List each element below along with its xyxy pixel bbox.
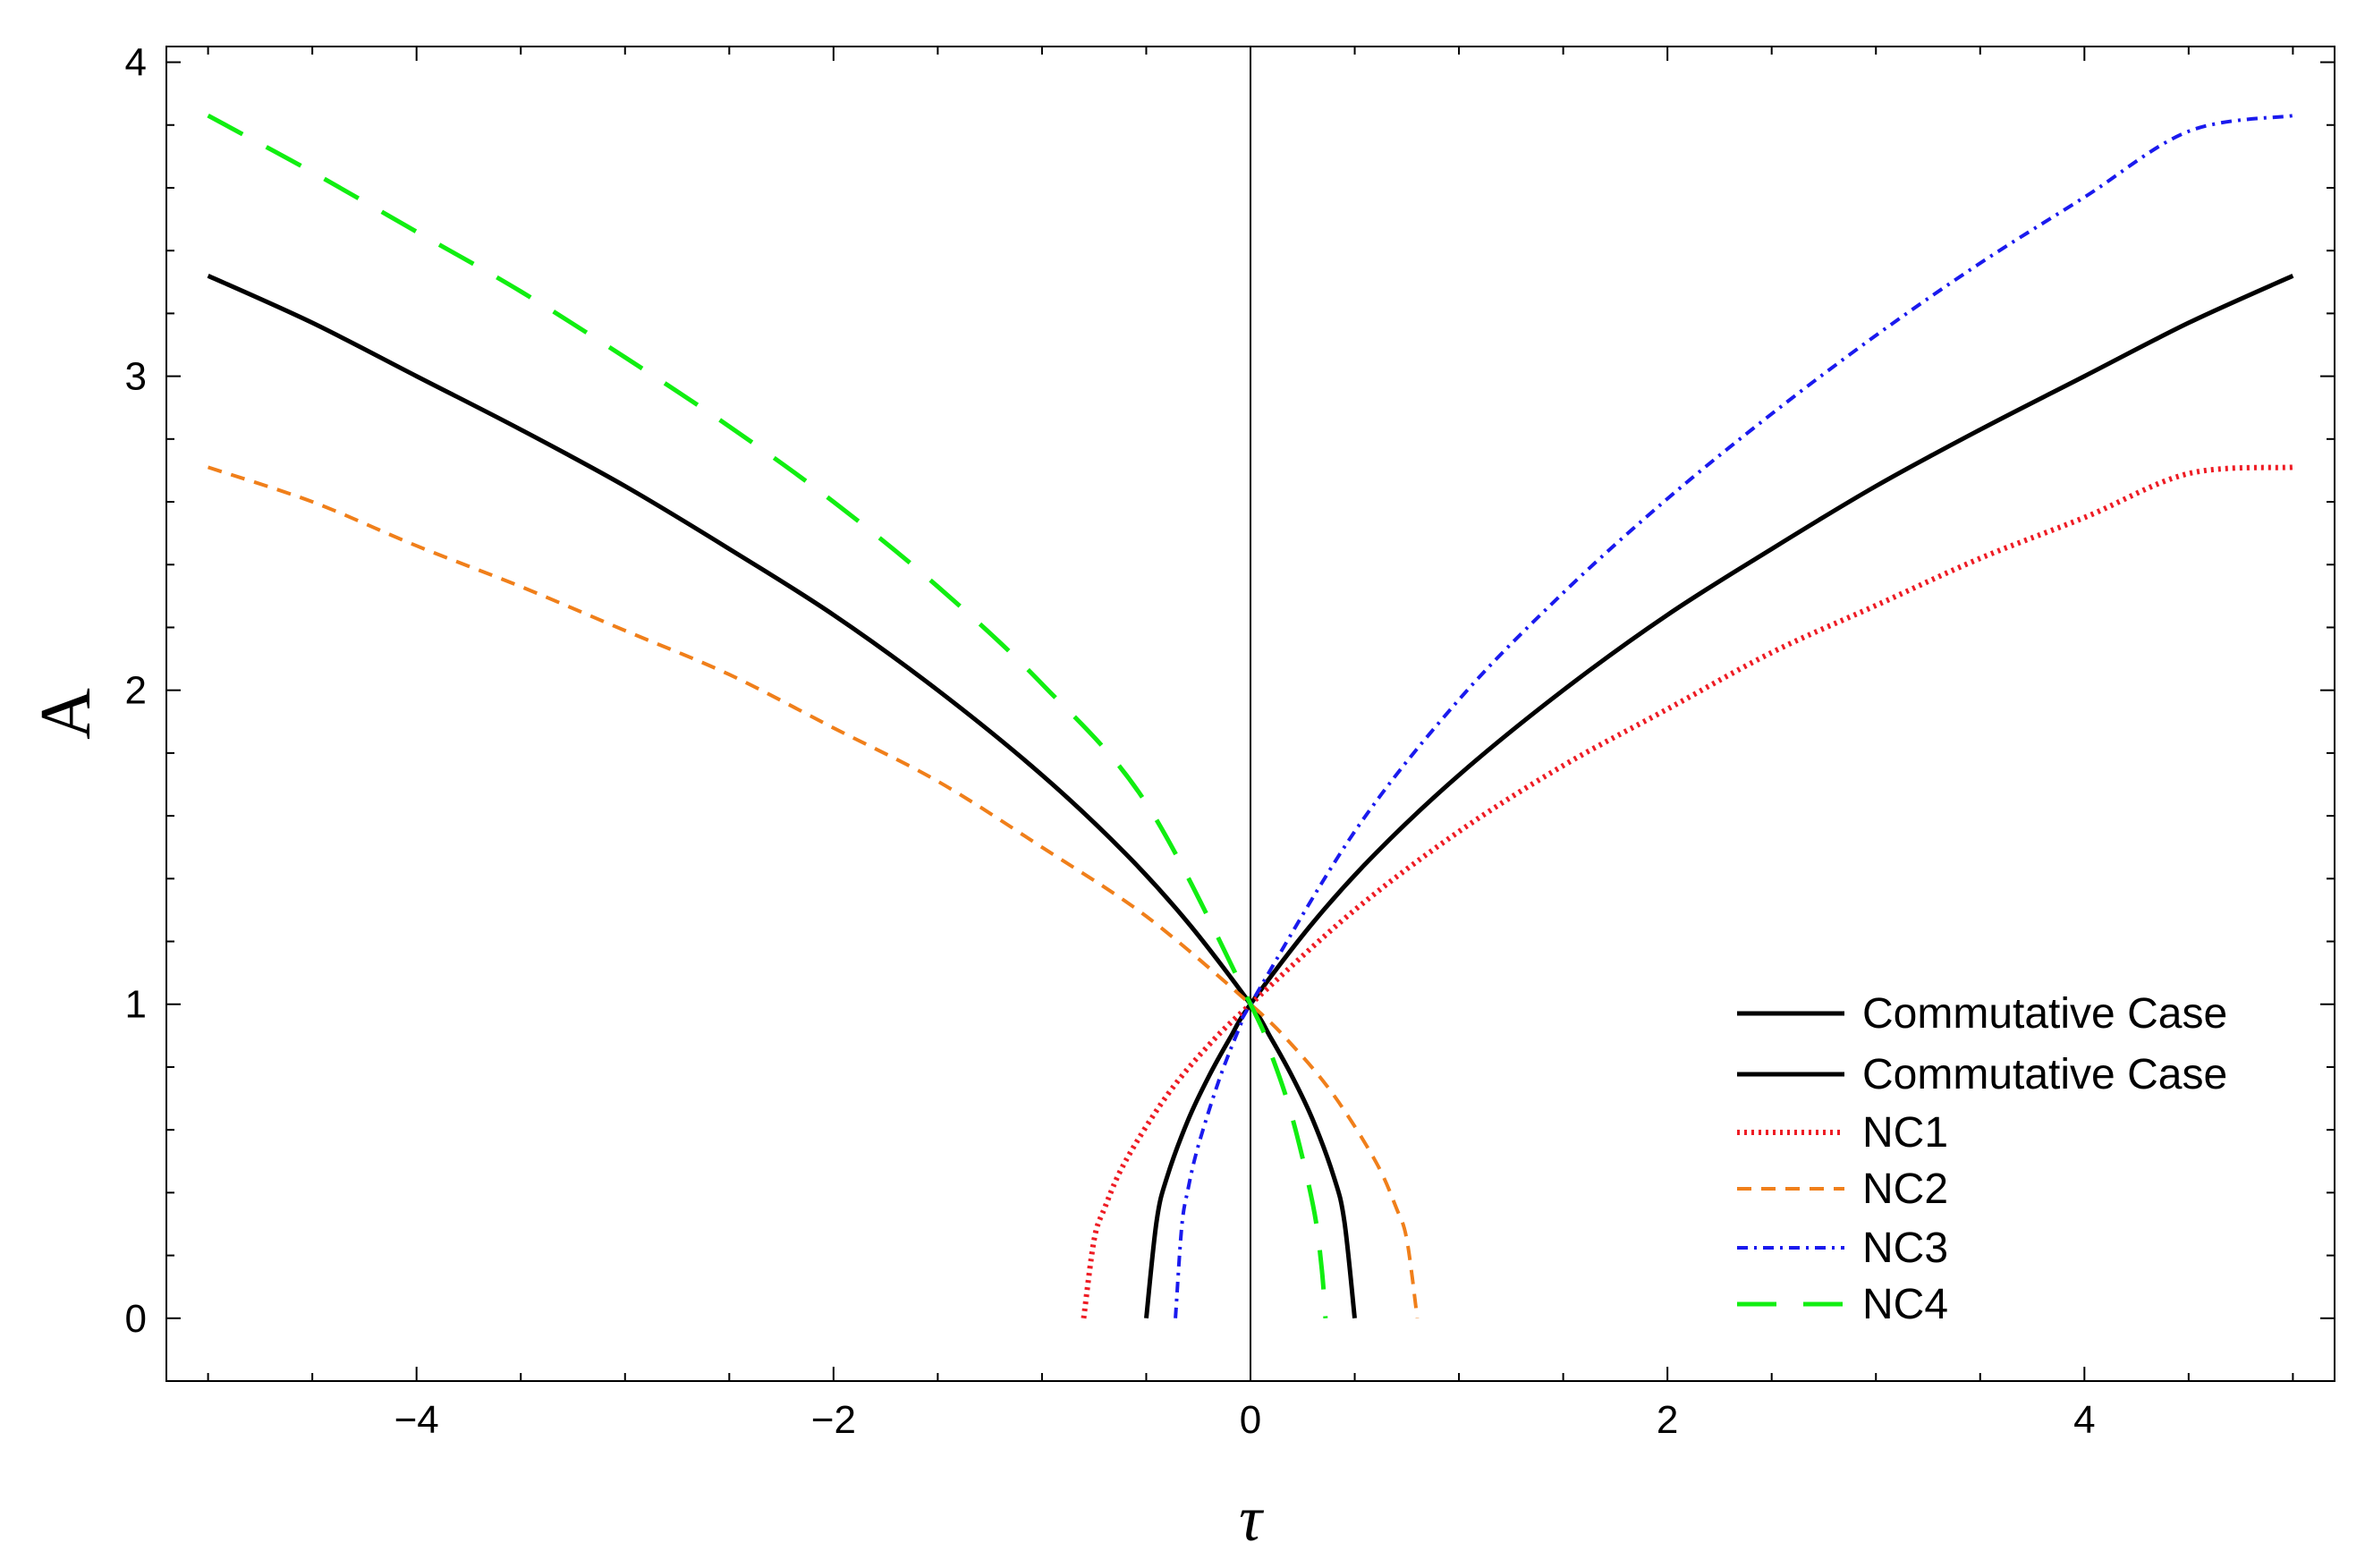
x-tick-label: −4 [394,1398,439,1442]
series-line-commutative-case-0 [207,274,1357,1319]
legend-label: NC1 [1862,1109,1948,1157]
x-tick-label: −2 [811,1398,856,1442]
series-line-nc3-4 [1174,114,2293,1318]
legend-label: Commutative Case [1862,1051,2227,1098]
y-tick-label: 0 [125,1297,147,1341]
x-tick-label: 2 [1657,1398,1678,1442]
tick-labels: −4 −2 0 2 4 0 1 2 3 4 [125,41,2096,1442]
series-line-nc4-5 [207,114,1328,1318]
y-tick-label: 4 [125,41,147,85]
legend-label: NC4 [1862,1281,1948,1328]
series-line-nc1-2 [1081,464,2293,1319]
series-line-nc2-3 [207,465,1420,1319]
y-tick-label: 2 [125,669,147,713]
legend-label: Commutative Case [1862,990,2227,1038]
y-tick-label: 1 [125,983,147,1027]
x-axis-label: τ [1239,1483,1264,1555]
legend: Commutative Case Commutative Case NC1 NC2 NC… [1737,990,2227,1328]
series-layer [207,114,2294,1319]
x-tick-label: 0 [1240,1398,1261,1442]
legend-label: NC2 [1862,1165,1948,1213]
y-tick-label: 3 [125,355,147,399]
legend-label: NC3 [1862,1225,1948,1272]
series-line-commutative-case-1 [1144,274,2294,1319]
y-axis-label: A [27,688,106,740]
x-tick-label: 4 [2073,1398,2095,1442]
